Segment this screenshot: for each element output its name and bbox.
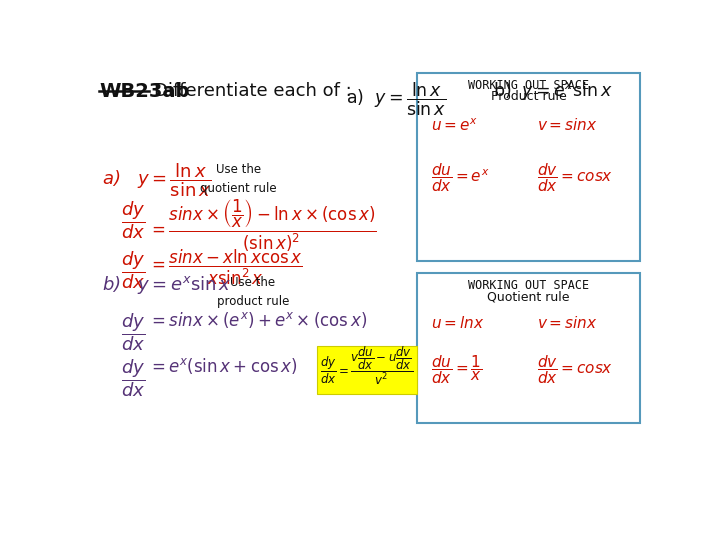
Text: $\dfrac{dy}{dx}$: $\dfrac{dy}{dx}$ <box>121 200 145 241</box>
Text: WORKING OUT SPACE: WORKING OUT SPACE <box>468 279 589 292</box>
FancyBboxPatch shape <box>417 273 640 423</box>
Text: Differentiate each of :: Differentiate each of : <box>153 82 351 100</box>
Text: $u = e^x$: $u = e^x$ <box>431 117 478 134</box>
Text: $\dfrac{dv}{dx} = cosx$: $\dfrac{dv}{dx} = cosx$ <box>537 161 613 194</box>
Text: Use the
quotient rule: Use the quotient rule <box>200 163 277 194</box>
Text: $u = lnx$: $u = lnx$ <box>431 315 485 331</box>
FancyBboxPatch shape <box>417 72 640 261</box>
Text: $= \dfrac{sinx \times \left(\dfrac{1}{x}\right) - \ln x \times (\cos x)}{(\sin x: $= \dfrac{sinx \times \left(\dfrac{1}{x}… <box>148 198 377 254</box>
FancyBboxPatch shape <box>317 346 417 394</box>
Text: $\dfrac{du}{dx} = e^x$: $\dfrac{du}{dx} = e^x$ <box>431 161 490 194</box>
Text: $\dfrac{dy}{dx}$: $\dfrac{dy}{dx}$ <box>121 357 145 399</box>
Text: $v = sinx$: $v = sinx$ <box>537 117 598 133</box>
Text: a)   $y = \dfrac{\ln x}{\sin x}$: a) $y = \dfrac{\ln x}{\sin x}$ <box>102 161 211 199</box>
Text: WB23ab: WB23ab <box>99 82 189 101</box>
Text: $\dfrac{dv}{dx} = cosx$: $\dfrac{dv}{dx} = cosx$ <box>537 354 613 386</box>
Text: $= sinx \times (e^x) + e^x \times (\cos x)$: $= sinx \times (e^x) + e^x \times (\cos … <box>148 309 367 329</box>
Text: WORKING OUT SPACE: WORKING OUT SPACE <box>468 79 589 92</box>
Text: $\dfrac{du}{dx} = \dfrac{1}{x}$: $\dfrac{du}{dx} = \dfrac{1}{x}$ <box>431 354 482 386</box>
Text: Use the
product rule: Use the product rule <box>217 276 289 308</box>
Text: $\dfrac{dy}{dx}$: $\dfrac{dy}{dx}$ <box>121 311 145 353</box>
Text: b)  $y = e^{x}\sin x$: b) $y = e^{x}\sin x$ <box>493 80 613 102</box>
Text: $= e^x(\sin x + \cos x)$: $= e^x(\sin x + \cos x)$ <box>148 356 298 376</box>
Text: a)  $y = \dfrac{\ln x}{\sin x}$: a) $y = \dfrac{\ln x}{\sin x}$ <box>346 80 446 118</box>
Text: Product rule: Product rule <box>491 90 567 103</box>
Text: Quotient rule: Quotient rule <box>487 291 570 303</box>
Text: $v = sinx$: $v = sinx$ <box>537 315 598 331</box>
Text: $\dfrac{dy}{dx}$: $\dfrac{dy}{dx}$ <box>121 249 145 291</box>
Text: $= \dfrac{sinx - x \ln x \cos x}{x \sin^2 x}$: $= \dfrac{sinx - x \ln x \cos x}{x \sin^… <box>148 248 303 287</box>
Text: $\dfrac{dy}{dx} = \dfrac{v\dfrac{du}{dx} - u\dfrac{dv}{dx}}{v^2}$: $\dfrac{dy}{dx} = \dfrac{v\dfrac{du}{dx}… <box>320 345 414 387</box>
Text: b)   $y = e^{x}\sin x$: b) $y = e^{x}\sin x$ <box>102 274 231 296</box>
